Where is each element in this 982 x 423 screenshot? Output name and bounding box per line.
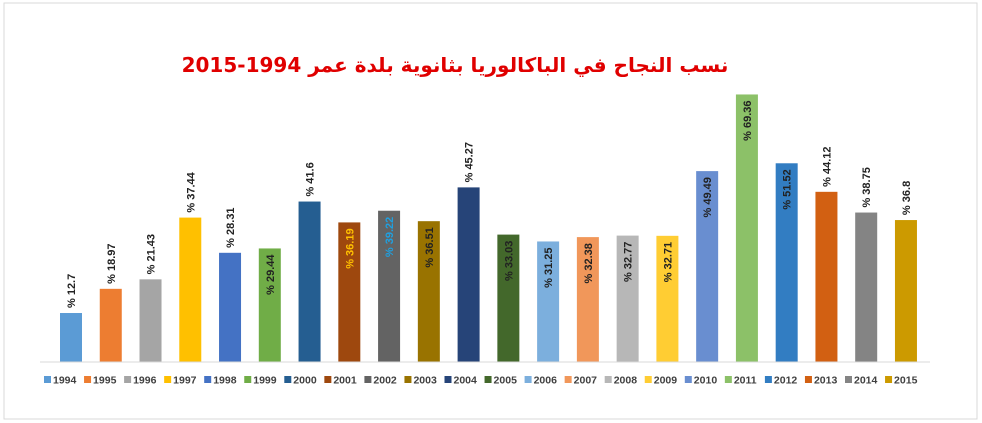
value-label: % 32.71	[662, 242, 674, 282]
value-label: % 18.97	[106, 243, 118, 283]
value-label: % 37.44	[185, 171, 197, 212]
legend-swatch	[804, 376, 812, 383]
value-label: % 41.6	[305, 162, 317, 196]
legend-label: 2001	[333, 375, 357, 387]
bar	[696, 171, 719, 362]
legend-label: 2003	[413, 375, 437, 387]
legend-label: 2004	[454, 375, 478, 387]
value-label: % 44.12	[821, 146, 833, 186]
value-label: % 36.8	[901, 181, 913, 215]
legend-swatch	[444, 376, 452, 383]
legend-label: 1998	[213, 375, 237, 387]
legend-label: 2008	[614, 375, 638, 387]
legend-label: 2000	[293, 375, 317, 387]
value-label: % 45.27	[464, 142, 476, 182]
legend-label: 2009	[654, 375, 678, 387]
bar	[258, 248, 281, 362]
legend-swatch	[364, 376, 372, 383]
legend-swatch	[684, 376, 692, 383]
legend-label: 1999	[253, 375, 277, 387]
legend-label: 1995	[93, 375, 117, 387]
legend-label: 2002	[373, 375, 397, 387]
legend-label: 2005	[494, 375, 518, 387]
value-label: % 36.19	[344, 228, 356, 268]
bar	[537, 241, 560, 362]
bar	[219, 252, 242, 362]
bar	[894, 220, 917, 362]
legend-label: 2007	[574, 375, 598, 387]
legend-label: 2011	[734, 375, 757, 387]
legend-swatch	[404, 376, 412, 383]
bar	[656, 235, 679, 362]
bar	[457, 187, 480, 362]
value-label: % 12.7	[66, 274, 78, 308]
legend-label: 1996	[133, 375, 157, 387]
value-label: % 69.36	[742, 100, 754, 140]
legend-swatch	[484, 376, 492, 383]
legend-swatch	[604, 376, 612, 383]
value-label: % 32.77	[623, 242, 635, 282]
bar	[616, 235, 639, 362]
value-label: % 38.75	[861, 167, 873, 207]
bar	[99, 288, 122, 362]
legend-swatch	[764, 376, 772, 383]
value-label: % 51.52	[782, 169, 794, 209]
bar	[417, 221, 440, 362]
chart-title: نسب النجاح في الباكالوريا بثانوية بلدة ع…	[182, 53, 729, 78]
bar	[60, 313, 82, 362]
legend-swatch	[164, 376, 172, 383]
legend-swatch	[244, 376, 252, 383]
legend-swatch	[845, 376, 852, 383]
legend-label: 2010	[694, 375, 718, 387]
bar	[497, 234, 520, 362]
bar	[179, 217, 202, 362]
value-label: % 31.25	[543, 247, 555, 287]
legend-label: 1994	[53, 375, 77, 387]
legend-swatch	[885, 376, 893, 383]
legend-swatch	[44, 376, 51, 383]
bar	[139, 279, 162, 362]
value-label: % 33.03	[503, 241, 515, 281]
value-label: % 28.31	[225, 207, 237, 247]
bar	[775, 163, 798, 362]
bar	[855, 212, 878, 362]
value-label: % 49.49	[702, 177, 714, 217]
legend-swatch	[284, 376, 292, 383]
bar	[378, 210, 401, 362]
legend-swatch	[84, 376, 92, 383]
legend-swatch	[724, 376, 732, 383]
bar	[298, 201, 321, 362]
value-label: % 21.43	[146, 234, 158, 274]
legend-swatch	[524, 376, 532, 383]
legend-swatch	[324, 376, 332, 383]
chart-frame	[3, 2, 978, 420]
bar	[338, 222, 361, 362]
bar	[735, 94, 758, 363]
value-label: % 29.44	[265, 254, 277, 295]
legend-swatch	[564, 376, 572, 383]
legend-label: 2013	[814, 375, 838, 387]
legend-label: 1997	[173, 375, 197, 387]
legend-label: 2012	[774, 375, 798, 387]
legend-swatch	[204, 376, 212, 383]
value-label: % 39.22	[384, 217, 396, 257]
bar	[576, 237, 599, 362]
value-label: % 32.38	[583, 243, 595, 283]
legend-label: 2014	[854, 375, 878, 387]
legend-label: 2006	[534, 375, 558, 387]
legend-label: 2015	[894, 375, 918, 387]
bar	[815, 191, 838, 362]
value-label: % 36.51	[424, 227, 436, 267]
legend-swatch	[644, 376, 652, 383]
legend-swatch	[124, 376, 132, 383]
